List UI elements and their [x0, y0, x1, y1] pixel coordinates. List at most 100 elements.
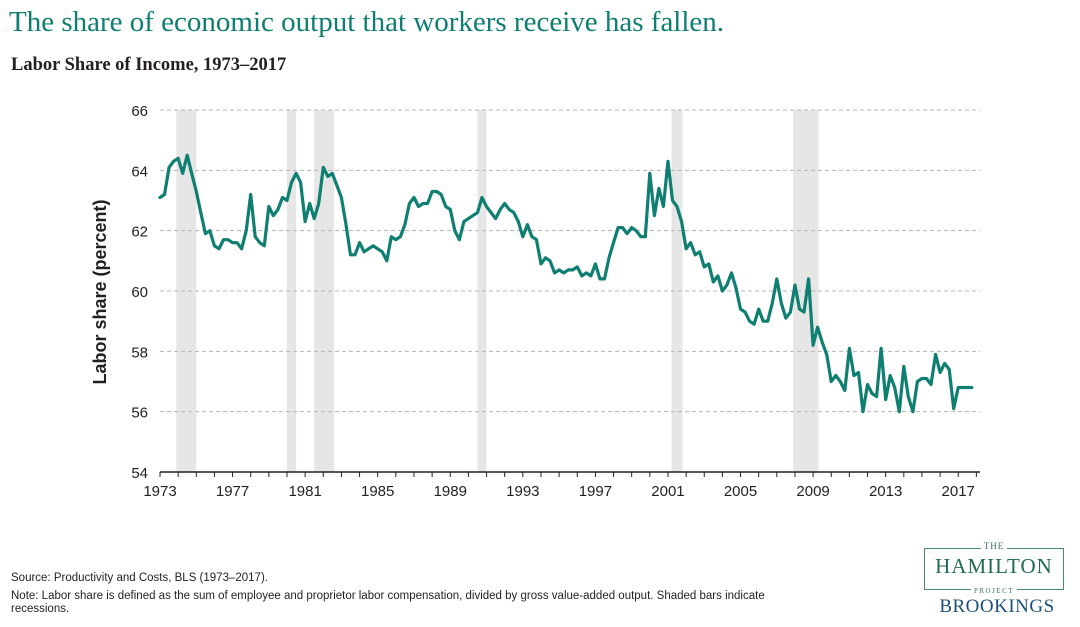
data-point [680, 220, 682, 222]
data-point [612, 242, 614, 244]
data-point [472, 214, 474, 216]
recession-bar [176, 110, 197, 472]
data-point [345, 223, 347, 225]
data-point [676, 205, 678, 207]
data-point [726, 284, 728, 286]
data-point [222, 239, 224, 241]
data-point [971, 386, 973, 388]
data-point [431, 190, 433, 192]
data-point [862, 411, 864, 413]
data-point [349, 254, 351, 256]
data-point [735, 287, 737, 289]
x-tick-label: 1977 [216, 483, 249, 500]
data-point [318, 202, 320, 204]
data-point [748, 320, 750, 322]
data-point [957, 386, 959, 388]
data-point [912, 411, 914, 413]
data-point [259, 242, 261, 244]
data-point [513, 211, 515, 213]
data-point [866, 383, 868, 385]
data-point [807, 278, 809, 280]
data-point [272, 214, 274, 216]
data-point [408, 202, 410, 204]
data-point [526, 223, 528, 225]
data-point [925, 377, 927, 379]
data-point [789, 311, 791, 313]
data-point [617, 226, 619, 228]
data-point [309, 202, 311, 204]
data-point [649, 172, 651, 174]
data-point [771, 302, 773, 304]
data-point [245, 230, 247, 232]
data-point [903, 365, 905, 367]
data-point [436, 190, 438, 192]
data-point [721, 290, 723, 292]
data-point [236, 242, 238, 244]
data-point [853, 374, 855, 376]
data-point [948, 368, 950, 370]
data-point [821, 341, 823, 343]
data-point [590, 275, 592, 277]
data-point [830, 380, 832, 382]
x-tick-label: 1997 [579, 483, 612, 500]
data-point [499, 208, 501, 210]
x-tick-label: 1989 [434, 483, 467, 500]
data-point [231, 242, 233, 244]
data-point [404, 223, 406, 225]
data-point [939, 371, 941, 373]
data-point [744, 311, 746, 313]
data-point [422, 202, 424, 204]
data-point [794, 284, 796, 286]
data-point [295, 172, 297, 174]
data-point [172, 160, 174, 162]
data-point [182, 172, 184, 174]
y-tick-label: 54 [131, 465, 148, 482]
data-point [685, 248, 687, 250]
data-point [395, 239, 397, 241]
x-tick-label: 1993 [506, 483, 539, 500]
data-point [717, 275, 719, 277]
data-point [803, 311, 805, 313]
recession-bar [286, 110, 297, 472]
data-point [776, 278, 778, 280]
data-point [517, 220, 519, 222]
data-point [159, 196, 161, 198]
data-point [916, 380, 918, 382]
data-point [250, 193, 252, 195]
data-point [581, 275, 583, 277]
data-point [240, 248, 242, 250]
data-point [871, 392, 873, 394]
data-point [290, 181, 292, 183]
data-point [476, 211, 478, 213]
data-point [767, 320, 769, 322]
data-point [445, 205, 447, 207]
data-point [313, 217, 315, 219]
data-point [535, 239, 537, 241]
data-point [626, 233, 628, 235]
data-point [603, 278, 605, 280]
data-point [585, 272, 587, 274]
data-point [780, 302, 782, 304]
x-tick-label: 2005 [724, 483, 757, 500]
data-point [812, 344, 814, 346]
data-point [689, 242, 691, 244]
data-point [331, 172, 333, 174]
data-point [454, 230, 456, 232]
labor-share-series-line [158, 153, 974, 414]
y-tick-label: 58 [131, 344, 148, 361]
data-point [377, 248, 379, 250]
data-point [875, 395, 877, 397]
data-point [844, 389, 846, 391]
data-point [531, 236, 533, 238]
x-tick-label: 2013 [869, 483, 902, 500]
headline: The share of economic output that worker… [9, 6, 725, 38]
data-point [848, 347, 850, 349]
data-point [880, 347, 882, 349]
data-point [281, 196, 283, 198]
data-point [458, 239, 460, 241]
data-point [449, 208, 451, 210]
data-point [340, 196, 342, 198]
data-point [907, 395, 909, 397]
data-point [621, 226, 623, 228]
